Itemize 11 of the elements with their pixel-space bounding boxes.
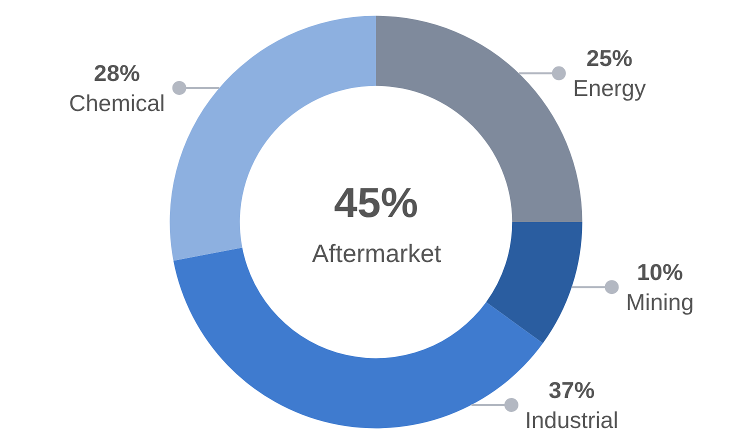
text: Aftermarket: [312, 240, 442, 268]
text: 45%: [334, 179, 418, 226]
slice-label: Mining: [626, 288, 694, 315]
data-label: 25%: [586, 45, 632, 71]
donut-slice: [486, 222, 582, 344]
data-label: 28%: [94, 60, 140, 86]
data-label: 10%: [636, 259, 683, 285]
slice-label: Chemical: [69, 90, 165, 116]
slice-label: Energy: [573, 74, 646, 101]
slice-label: Industrial: [525, 406, 618, 433]
data-label: 37%: [548, 377, 595, 403]
